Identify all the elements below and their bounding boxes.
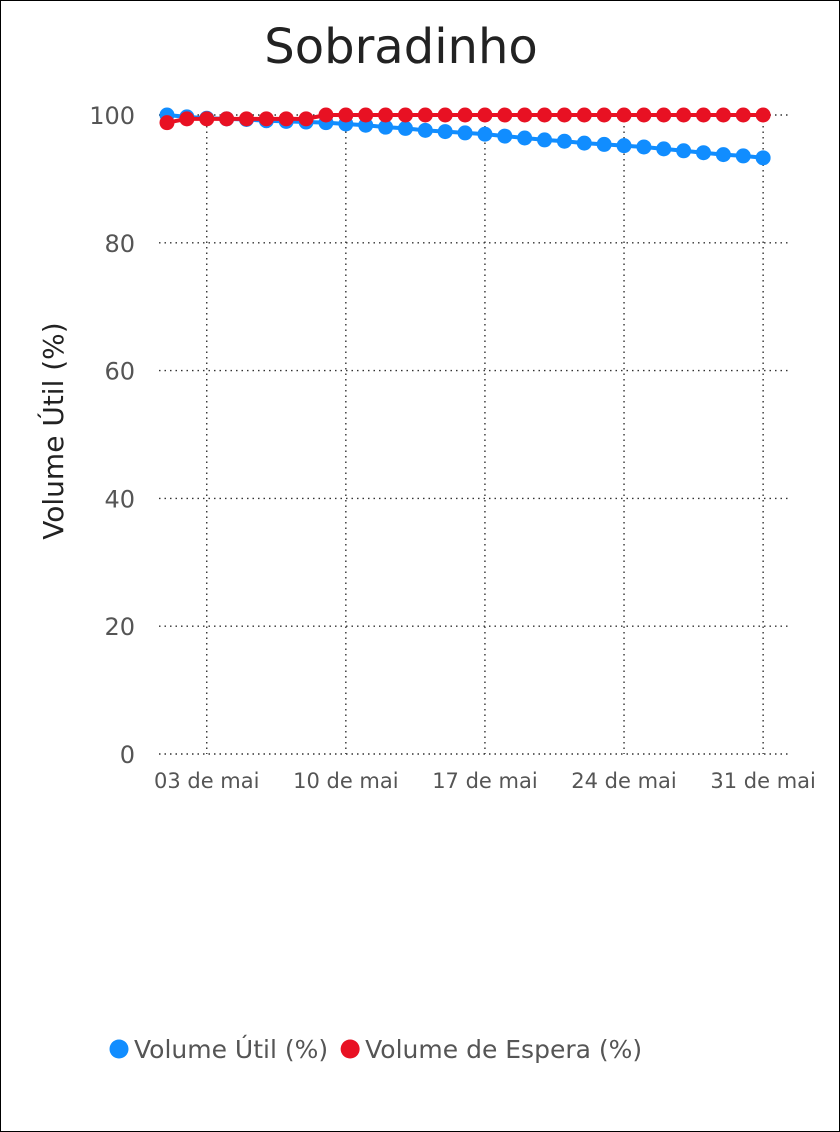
- data-point[interactable]: [676, 107, 692, 123]
- data-point[interactable]: [517, 107, 533, 123]
- y-tick-labels: 0 20 40 60 80 100: [89, 102, 135, 769]
- data-point[interactable]: [378, 119, 394, 135]
- data-point[interactable]: [735, 148, 751, 164]
- data-point[interactable]: [457, 125, 473, 141]
- data-point[interactable]: [179, 111, 195, 127]
- data-point[interactable]: [616, 107, 632, 123]
- data-point[interactable]: [437, 107, 453, 123]
- data-point[interactable]: [219, 111, 235, 127]
- legend-label: Volume de Espera (%): [365, 1035, 642, 1064]
- data-point[interactable]: [358, 107, 374, 123]
- data-point[interactable]: [338, 107, 354, 123]
- data-point[interactable]: [636, 139, 652, 155]
- data-point[interactable]: [497, 107, 513, 123]
- data-point[interactable]: [656, 107, 672, 123]
- data-point[interactable]: [278, 111, 294, 127]
- data-point[interactable]: [378, 107, 394, 123]
- data-point[interactable]: [616, 138, 632, 154]
- data-point[interactable]: [596, 136, 612, 152]
- data-point[interactable]: [457, 107, 473, 123]
- series-layer: [159, 107, 771, 166]
- data-point[interactable]: [159, 115, 175, 131]
- data-point[interactable]: [397, 120, 413, 136]
- data-point[interactable]: [715, 107, 731, 123]
- data-point[interactable]: [676, 143, 692, 159]
- legend-marker: [109, 1039, 129, 1059]
- data-point[interactable]: [715, 147, 731, 163]
- x-tick-label: 10 de mai: [293, 769, 398, 793]
- y-axis-label: Volume Útil (%): [36, 322, 70, 539]
- data-point[interactable]: [755, 107, 771, 123]
- data-point[interactable]: [576, 107, 592, 123]
- data-point[interactable]: [636, 107, 652, 123]
- data-point[interactable]: [497, 128, 513, 144]
- data-point[interactable]: [537, 132, 553, 148]
- y-tick-label: 20: [104, 613, 135, 641]
- x-tick-label: 24 de mai: [571, 769, 676, 793]
- data-point[interactable]: [238, 111, 254, 127]
- data-point[interactable]: [437, 124, 453, 140]
- data-point[interactable]: [298, 111, 314, 127]
- data-point[interactable]: [735, 107, 751, 123]
- legend-item[interactable]: Volume de Espera (%): [340, 1035, 643, 1064]
- data-point[interactable]: [696, 107, 712, 123]
- data-point[interactable]: [417, 107, 433, 123]
- x-tick-label: 03 de mai: [154, 769, 259, 793]
- y-tick-label: 40: [104, 485, 135, 513]
- y-tick-label: 60: [104, 358, 135, 386]
- x-tick-label: 17 de mai: [432, 769, 537, 793]
- data-point[interactable]: [596, 107, 612, 123]
- y-tick-label: 0: [120, 741, 135, 769]
- data-point[interactable]: [477, 107, 493, 123]
- legend-item[interactable]: Volume Útil (%): [109, 1034, 329, 1064]
- x-tick-label: 31 de mai: [710, 769, 815, 793]
- grid-lines: [159, 114, 791, 755]
- data-point[interactable]: [318, 107, 334, 123]
- data-point[interactable]: [417, 122, 433, 138]
- series-volume-espera: [159, 107, 771, 131]
- chart-title: Sobradinho: [264, 19, 537, 75]
- y-tick-label: 100: [89, 102, 135, 130]
- data-point[interactable]: [556, 133, 572, 149]
- data-point[interactable]: [656, 141, 672, 157]
- x-tick-labels: 03 de mai 10 de mai 17 de mai 24 de mai 31 d…: [154, 769, 816, 793]
- data-point[interactable]: [397, 107, 413, 123]
- data-point[interactable]: [258, 111, 274, 127]
- data-point[interactable]: [576, 135, 592, 151]
- data-point[interactable]: [537, 107, 553, 123]
- legend[interactable]: Volume Útil (%) Volume de Espera (%): [109, 1034, 643, 1064]
- data-point[interactable]: [696, 145, 712, 161]
- data-point[interactable]: [199, 111, 215, 127]
- data-point[interactable]: [556, 107, 572, 123]
- data-point[interactable]: [755, 150, 771, 166]
- legend-marker: [340, 1039, 360, 1059]
- y-tick-label: 80: [104, 230, 135, 258]
- data-point[interactable]: [517, 130, 533, 146]
- legend-label: Volume Útil (%): [134, 1034, 328, 1064]
- data-point[interactable]: [477, 126, 493, 142]
